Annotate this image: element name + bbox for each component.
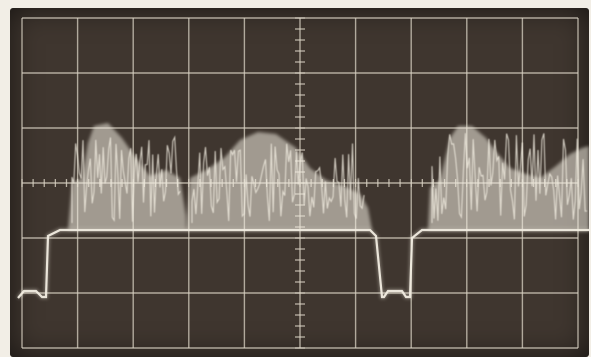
noise-burst <box>428 126 589 230</box>
graticule-grid <box>21 17 579 349</box>
noise-burst <box>68 123 186 230</box>
signal-trace <box>16 123 589 300</box>
oscilloscope-screen <box>10 8 589 357</box>
trace-baseline <box>17 228 589 299</box>
scope-display <box>16 17 589 349</box>
noise-detail <box>431 133 588 223</box>
trace-glow <box>16 228 589 300</box>
noise-detail <box>191 143 365 223</box>
noise-detail <box>71 135 181 223</box>
